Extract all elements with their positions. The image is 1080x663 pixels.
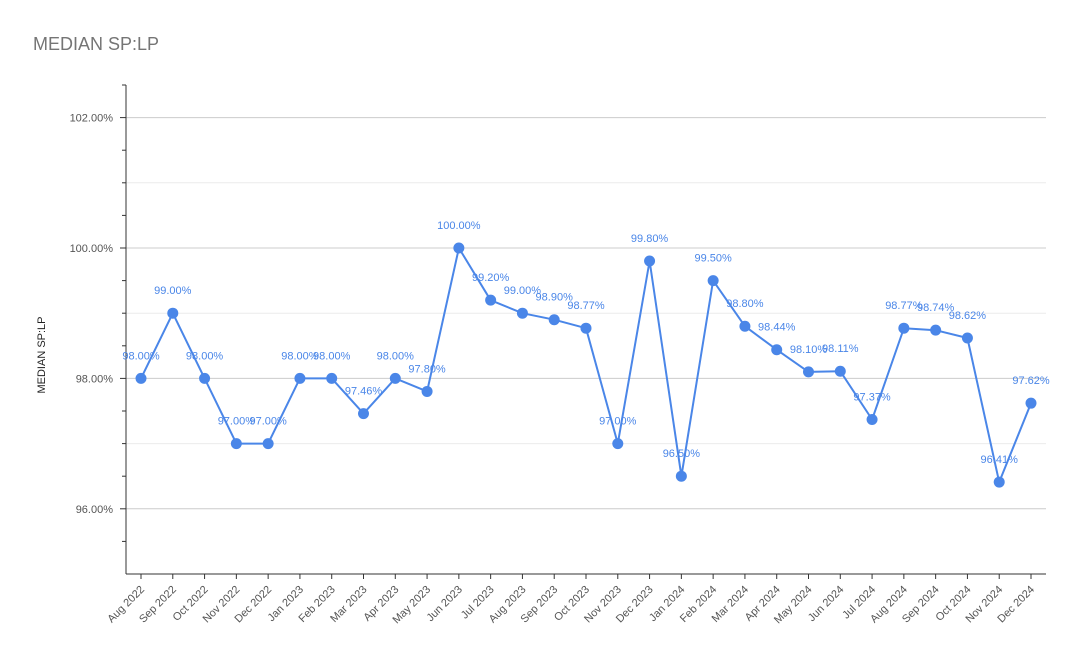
y-axis-title: MEDIAN SP:LP (36, 316, 48, 393)
data-label: 98.00% (281, 350, 319, 362)
y-tick-label: 96.00% (76, 504, 114, 516)
data-point (516, 307, 528, 319)
data-label: 98.00% (122, 350, 160, 362)
data-labels: 98.00%99.00%98.00%97.00%97.00%98.00%98.0… (122, 220, 1050, 466)
data-label: 98.00% (313, 350, 351, 362)
data-point (135, 372, 147, 384)
data-point (834, 365, 846, 377)
data-label: 98.11% (822, 343, 859, 355)
data-points (135, 242, 1037, 488)
data-label: 97.46% (345, 386, 383, 398)
data-point (1025, 397, 1037, 409)
axes (120, 84, 1046, 579)
data-point (230, 438, 242, 450)
data-label: 98.62% (949, 310, 987, 322)
data-label: 96.41% (981, 454, 1019, 466)
data-label: 97.00% (599, 416, 637, 428)
data-label: 96.50% (663, 448, 701, 460)
data-point (644, 255, 656, 267)
data-point (580, 322, 592, 334)
data-label: 98.00% (377, 350, 415, 362)
data-label: 98.80% (726, 298, 764, 310)
data-point (421, 385, 433, 397)
data-point (326, 372, 338, 384)
data-label: 98.77% (567, 300, 605, 312)
data-point (993, 476, 1005, 488)
y-tick-label: 102.00% (70, 113, 114, 125)
data-point (167, 307, 179, 319)
data-label: 100.00% (437, 220, 481, 232)
y-tick-labels: 96.00% 98.00% 100.00% 102.00% (70, 113, 114, 516)
data-label: 98.90% (536, 292, 574, 304)
data-label: 98.00% (186, 350, 224, 362)
y-tick-label: 100.00% (70, 243, 114, 255)
gridlines (126, 117, 1046, 575)
data-label: 98.44% (758, 322, 796, 334)
data-label: 97.00% (249, 416, 287, 428)
series-line (140, 247, 1032, 484)
series-polyline (140, 247, 1032, 484)
data-label: 97.62% (1012, 375, 1050, 387)
data-point (453, 242, 465, 254)
data-point (389, 372, 401, 384)
data-point (866, 413, 878, 425)
data-point (961, 332, 973, 344)
data-point (707, 275, 719, 287)
data-label: 99.00% (504, 285, 542, 297)
data-point (930, 324, 942, 336)
data-point (358, 408, 369, 420)
data-point (739, 320, 751, 332)
y-tick-label: 98.00% (76, 373, 114, 385)
data-label: 99.00% (154, 285, 192, 297)
data-point (262, 438, 274, 450)
data-point (803, 366, 814, 378)
data-point (898, 322, 910, 334)
data-label: 99.80% (631, 233, 669, 245)
data-point (199, 372, 211, 384)
data-label: 98.77% (885, 300, 923, 312)
data-point (771, 344, 783, 356)
data-label: 98.74% (917, 302, 955, 314)
data-point (294, 372, 306, 384)
data-label: 99.50% (694, 253, 732, 265)
data-label: 98.10% (790, 344, 828, 356)
data-point (612, 438, 624, 450)
data-label: 97.37% (853, 391, 891, 403)
data-label: 97.00% (218, 416, 256, 428)
chart-title: MEDIAN SP:LP (33, 34, 160, 54)
data-label: 97.80% (408, 363, 446, 375)
data-point (548, 314, 560, 326)
data-label: 99.20% (472, 272, 510, 284)
data-point (675, 470, 687, 482)
data-point (485, 294, 497, 306)
